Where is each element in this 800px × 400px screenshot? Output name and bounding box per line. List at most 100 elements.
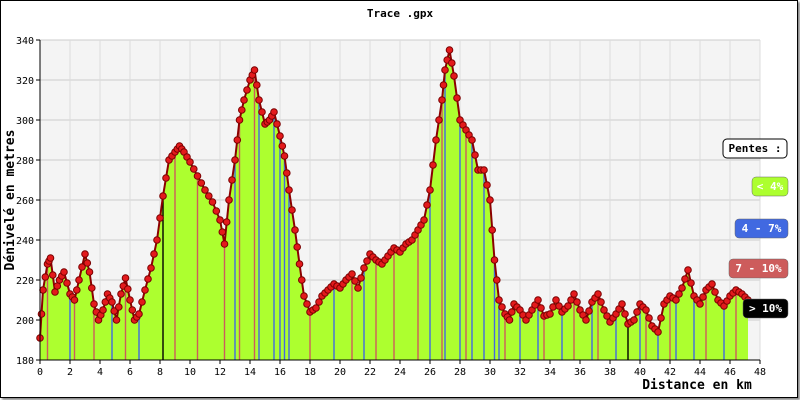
elevation-point	[672, 296, 680, 304]
elevation-point	[657, 314, 665, 322]
elevation-point	[534, 296, 542, 304]
elevation-point	[212, 207, 221, 215]
x-tick-label: 8	[157, 367, 163, 378]
elevation-point	[687, 279, 695, 287]
elevation-point	[293, 243, 302, 251]
elevation-point	[573, 298, 581, 306]
elevation-point	[243, 86, 251, 94]
elevation-point	[276, 132, 284, 140]
elevation-point	[81, 250, 89, 258]
elevation-point	[252, 81, 261, 89]
x-tick-label: 30	[484, 367, 496, 378]
elevation-point	[291, 226, 299, 234]
legend-label: < 4%	[757, 180, 784, 193]
elevation-point	[121, 274, 130, 282]
elevation-point	[618, 300, 626, 308]
elevation-point	[162, 174, 170, 182]
elevation-point	[128, 306, 137, 314]
elevation-point	[508, 308, 516, 316]
elevation-point	[420, 216, 428, 224]
elevation-point	[448, 59, 456, 67]
elevation-point	[490, 256, 499, 264]
elevation-point	[233, 136, 242, 144]
y-tick-label: 340	[16, 36, 34, 47]
x-tick-label: 0	[37, 367, 43, 378]
elevation-point	[429, 161, 437, 169]
elevation-point	[711, 288, 719, 296]
elevation-point	[699, 293, 707, 301]
legend-title: Pentes :	[729, 142, 782, 155]
elevation-point	[250, 66, 259, 74]
elevation-point	[280, 152, 289, 160]
elevation-point	[630, 316, 638, 324]
elevation-point	[153, 236, 161, 244]
x-tick-label: 16	[274, 367, 286, 378]
elevation-point	[585, 307, 593, 315]
elevation-point	[83, 259, 92, 267]
elevation-point	[73, 286, 81, 294]
elevation-point	[354, 284, 362, 292]
elevation-point	[696, 300, 704, 308]
elevation-point	[445, 46, 454, 54]
elevation-point	[450, 72, 458, 80]
elevation-point	[197, 179, 206, 187]
elevation-point	[208, 198, 217, 206]
elevation-point	[438, 96, 446, 104]
elevation-point	[220, 240, 229, 248]
x-tick-label: 10	[184, 367, 196, 378]
elevation-point	[90, 300, 98, 308]
x-tick-label: 32	[514, 367, 526, 378]
legend-swatch	[751, 176, 789, 197]
elevation-point	[495, 296, 503, 304]
elevation-point	[348, 270, 356, 278]
elevation-point	[546, 310, 554, 318]
elevation-point	[432, 136, 440, 144]
elevation-point	[441, 66, 449, 74]
x-tick-label: 38	[604, 367, 616, 378]
elevation-point	[141, 286, 149, 294]
elevation-point	[681, 275, 689, 283]
elevation-point	[645, 314, 653, 322]
x-tick-label: 18	[304, 367, 316, 378]
chart-title: Trace .gpx	[367, 7, 434, 20]
x-tick-label: 4	[97, 367, 103, 378]
x-tick-label: 6	[127, 367, 133, 378]
y-axis-label: Dénivelé en metres	[3, 130, 18, 271]
elevation-point	[498, 303, 506, 311]
y-tick-label: 300	[16, 116, 34, 127]
x-axis-label: Distance en km	[642, 378, 752, 393]
elevation-point	[555, 302, 563, 310]
elevation-point	[112, 316, 121, 324]
elevation-point	[471, 151, 479, 159]
elevation-point	[295, 260, 304, 268]
elevation-point	[156, 214, 164, 222]
elevation-point	[582, 316, 590, 324]
elevation-point	[235, 116, 244, 124]
y-tick-label: 320	[16, 76, 34, 87]
elevation-point	[303, 300, 311, 308]
elevation-point	[108, 298, 116, 306]
elevation-point	[75, 276, 83, 284]
x-tick-label: 46	[724, 367, 736, 378]
elevation-markers	[36, 46, 752, 342]
elevation-point	[186, 158, 194, 166]
elevation-point	[633, 308, 641, 316]
elevation-point	[201, 186, 209, 194]
elevation-point	[278, 142, 287, 150]
elevation-point	[41, 273, 50, 281]
elevation-point	[486, 196, 494, 204]
legend-swatch	[734, 218, 789, 239]
legend-swatch	[742, 298, 789, 319]
elevation-point	[37, 310, 46, 318]
legend-label: > 10%	[749, 302, 782, 315]
y-tick-label: 260	[16, 196, 34, 207]
elevation-point	[228, 176, 236, 184]
elevation-point	[642, 306, 650, 314]
elevation-point	[144, 275, 152, 283]
legend-label: 4 - 7%	[742, 222, 782, 235]
elevation-point	[78, 263, 86, 271]
elevation-point	[360, 264, 368, 272]
x-ticks: 0 2 4 6 8 10 12 14 16 18 20 22 24 26 28 30 32 34 36 38 40 42 4…	[37, 360, 766, 378]
elevation-point	[684, 266, 692, 274]
